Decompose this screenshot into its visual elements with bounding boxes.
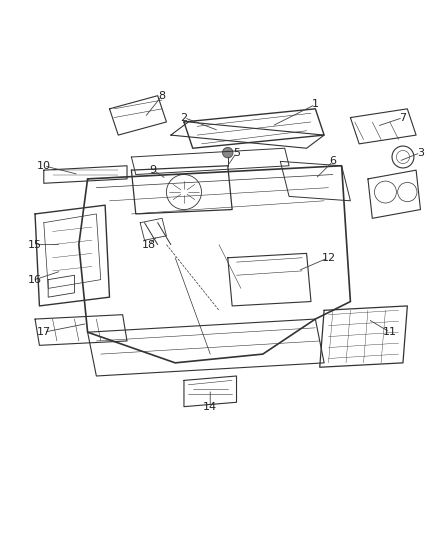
Text: 1: 1 xyxy=(312,100,319,109)
Text: 18: 18 xyxy=(142,240,156,249)
Text: 14: 14 xyxy=(203,402,217,411)
Text: 7: 7 xyxy=(399,112,406,123)
Text: 11: 11 xyxy=(383,327,397,337)
Text: 5: 5 xyxy=(233,148,240,158)
Text: 10: 10 xyxy=(37,161,51,171)
Text: 3: 3 xyxy=(417,148,424,158)
Text: 2: 2 xyxy=(180,112,187,123)
Text: 9: 9 xyxy=(150,165,157,175)
Circle shape xyxy=(223,147,233,158)
Text: 16: 16 xyxy=(28,274,42,285)
Text: 8: 8 xyxy=(159,91,166,101)
Text: 15: 15 xyxy=(28,240,42,249)
Text: 6: 6 xyxy=(329,156,336,166)
Text: 12: 12 xyxy=(321,253,336,263)
Text: 17: 17 xyxy=(37,327,51,337)
